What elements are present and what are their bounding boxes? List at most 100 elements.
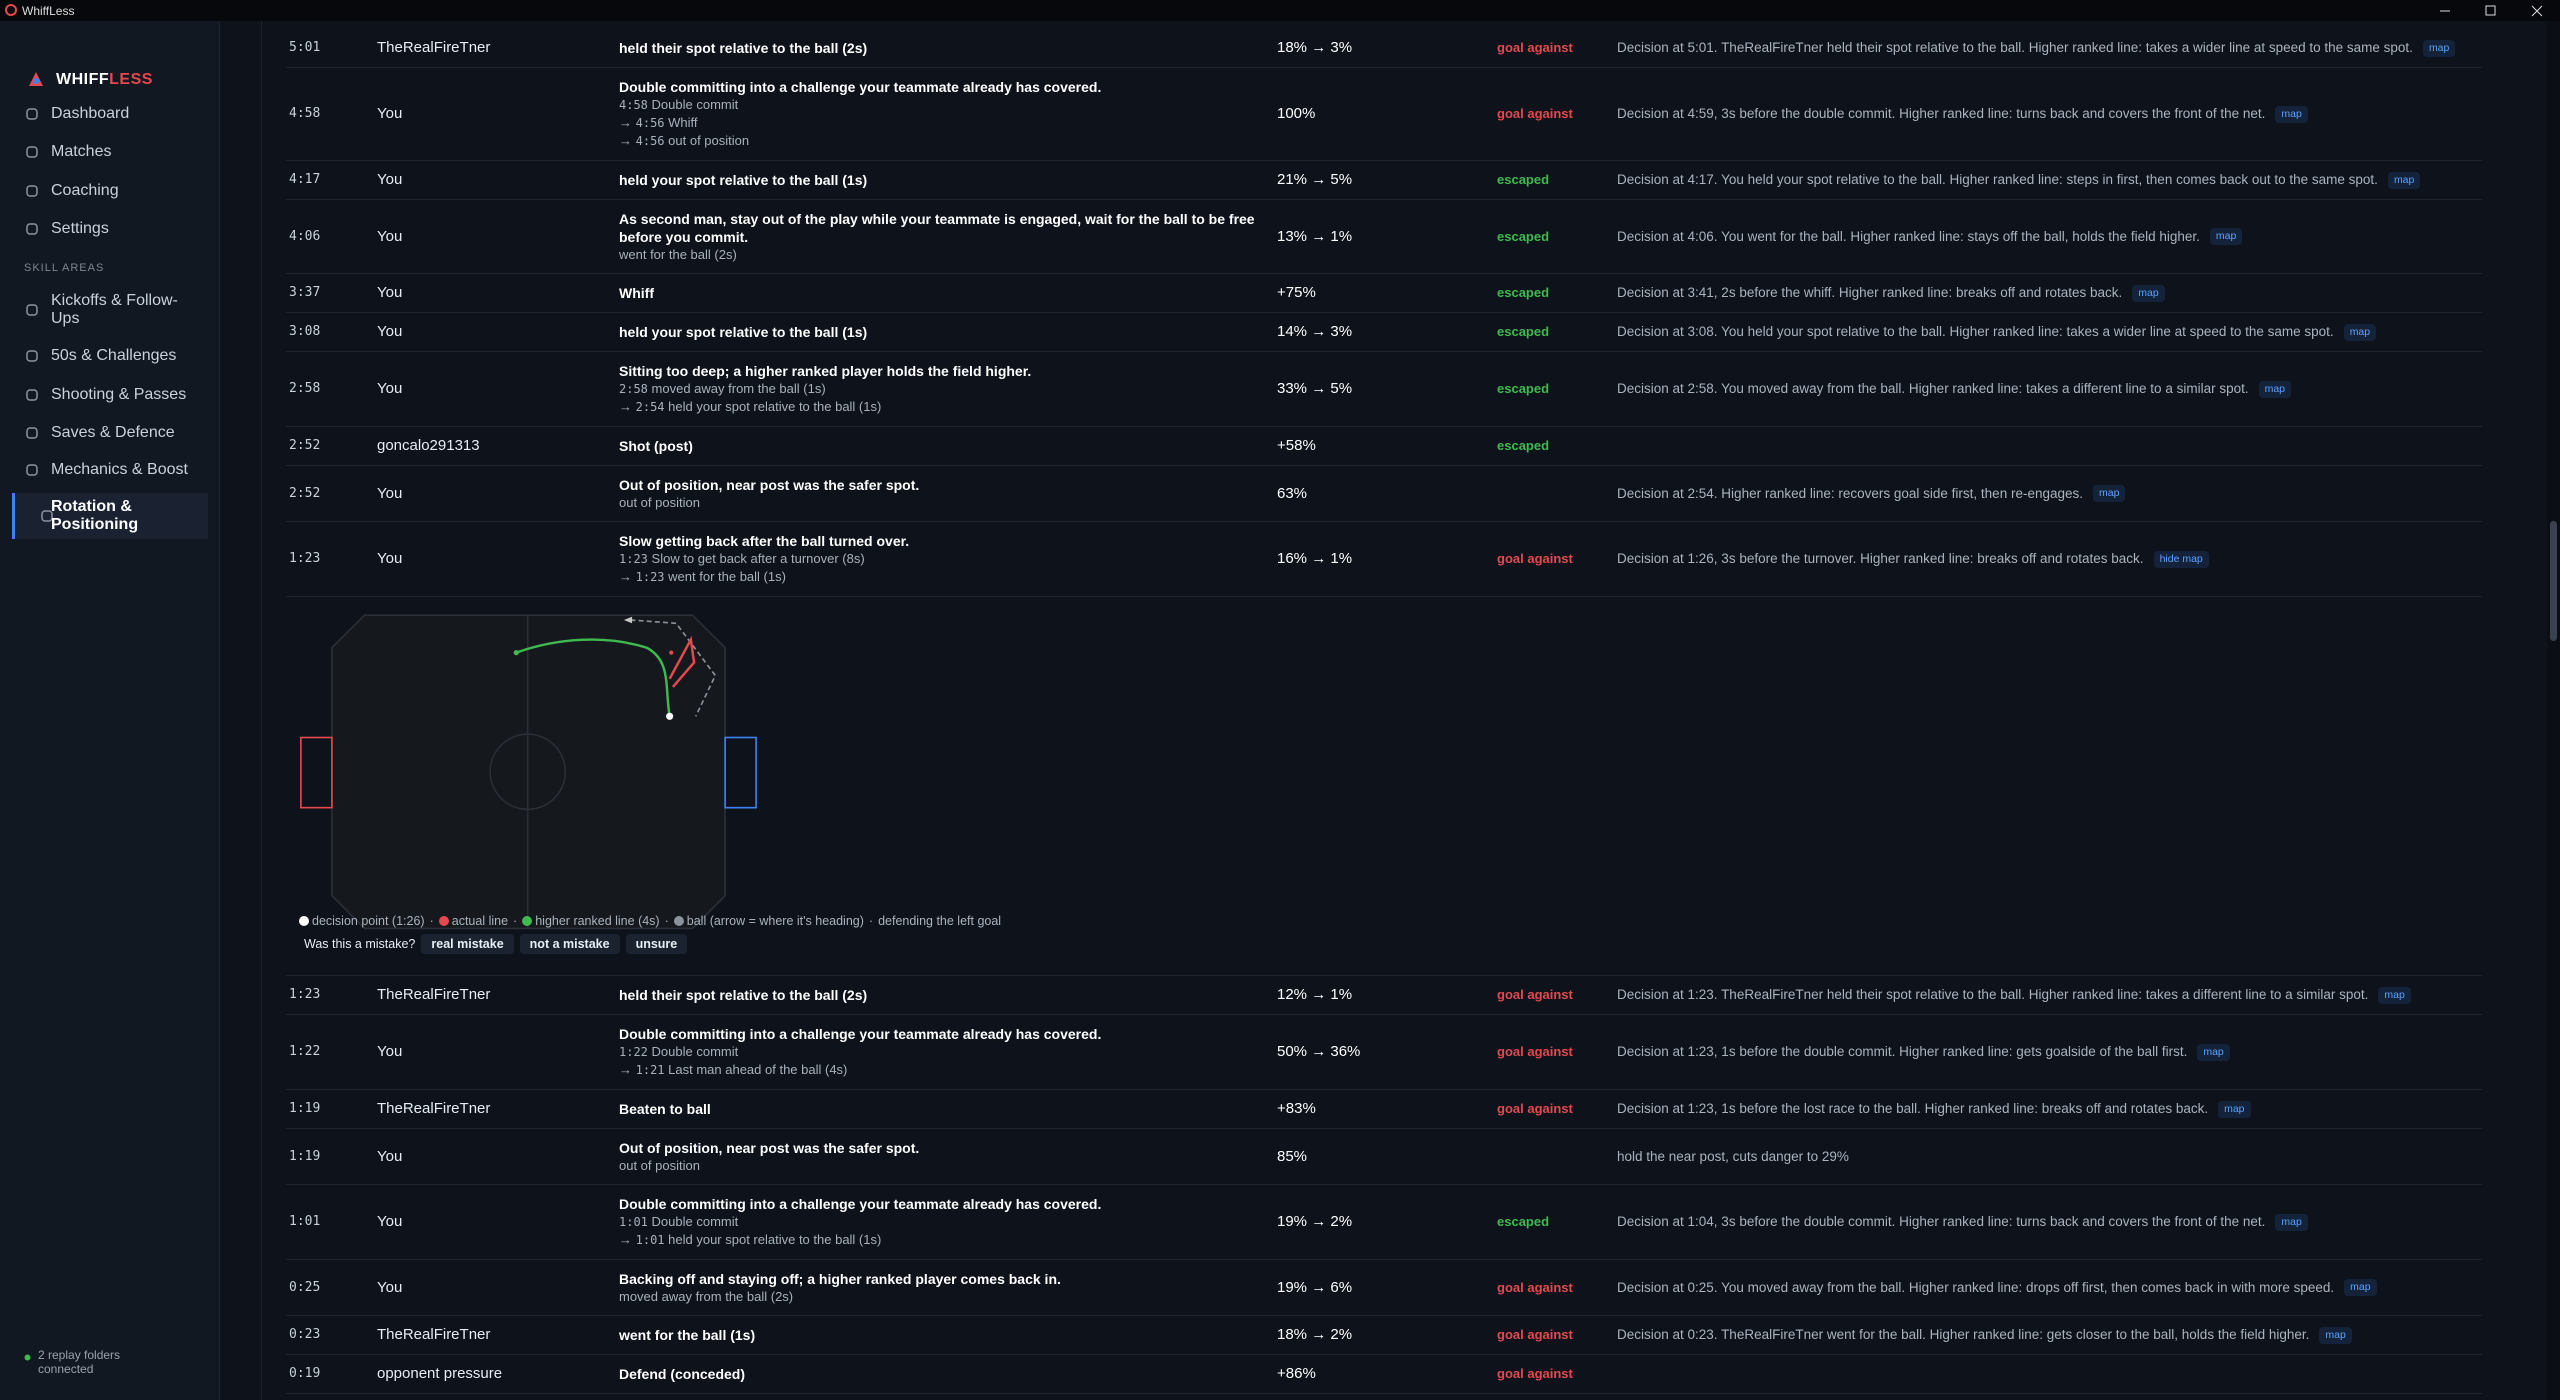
outcome: goal against [1497, 1101, 1573, 1116]
map-legend: decision point (1:26) · actual line · higher… [299, 914, 1001, 928]
brand-a: WHIFF [56, 71, 110, 88]
note: Decision at 1:23. TheRealFireTner held t… [1617, 986, 2482, 1004]
maximize[interactable] [2468, 0, 2514, 21]
decision-row: 1:23 TheRealFireTner held their spot relat… [286, 976, 2482, 1015]
outcome: escaped [1497, 1214, 1550, 1229]
nav-icon [26, 185, 38, 197]
outcome: escaped [1497, 438, 1550, 453]
map-button[interactable]: map [2275, 105, 2308, 123]
skill-item[interactable]: 50s & Challenges [0, 336, 220, 376]
nav-item[interactable]: Dashboard [0, 100, 220, 128]
player: You [377, 171, 403, 188]
player: TheRealFireTner [377, 39, 491, 56]
note: Decision at 5:01. TheRealFireTner held t… [1617, 39, 2482, 57]
nav-item[interactable]: Coaching [0, 177, 220, 205]
chance: 12% → 1% [1277, 986, 1353, 1003]
note-text: Decision at 0:23. TheRealFireTner went f… [1617, 1327, 2310, 1342]
skill-item[interactable]: Shooting & Passes [0, 375, 220, 415]
decision-table: 5:01 TheRealFireTner held their spot relat… [286, 29, 2482, 1400]
decision-row: 4:06 You As second man, stay out of the pl… [286, 200, 2482, 274]
separator: · [429, 914, 434, 928]
field-map [300, 614, 757, 930]
outcome: goal against [1497, 40, 1573, 55]
outcome: escaped [1497, 381, 1550, 396]
issue: Out of position, near post was the safer… [619, 1139, 1277, 1174]
issue-title: Double committing into a challenge your … [619, 79, 1102, 95]
note: Decision at 2:54. Higher ranked line: re… [1617, 485, 2482, 503]
legend-text: defending the left goal [878, 914, 1002, 928]
map-button[interactable]: map [2319, 1326, 2352, 1344]
detail-text: held your spot relative to the ball (1s) [668, 399, 882, 414]
issue: Sitting too deep; a higher ranked player… [619, 362, 1277, 416]
decision-row: 1:22 You Double committing into a challeng… [286, 1015, 2482, 1090]
legend-dot [522, 916, 533, 926]
map-button[interactable]: map [2344, 1279, 2377, 1297]
player: You [377, 1043, 403, 1060]
chance: 19% → 2% [1277, 1213, 1353, 1230]
map-button[interactable]: map [2387, 171, 2421, 189]
legend-item: actual line [438, 914, 508, 928]
map-button[interactable]: map [2209, 228, 2243, 246]
map-button[interactable]: hide map [2153, 550, 2209, 568]
nav-item[interactable]: Settings [0, 215, 220, 243]
nav-icon [26, 108, 38, 120]
player: You [377, 227, 403, 245]
nav-icon [26, 223, 38, 235]
note: Decision at 1:26, 3s before the turnover… [1617, 550, 2482, 568]
note-text: Decision at 4:06. You went for the ball.… [1617, 228, 2200, 244]
feedback-button[interactable]: not a mistake [519, 934, 620, 954]
map-button[interactable]: map [2218, 1100, 2251, 1118]
chance: 16% → 1% [1277, 550, 1353, 567]
map-button[interactable]: map [2093, 485, 2126, 503]
arrow: → [619, 133, 632, 148]
nav-item[interactable]: Matches [0, 138, 220, 166]
note-text: Decision at 3:08. You held your spot rel… [1617, 324, 2334, 339]
skill-item[interactable]: Mechanics & Boost [0, 450, 220, 490]
outcome: goal against [1497, 1327, 1573, 1342]
note-text: Decision at 3:41, 2s before the whiff. H… [1617, 285, 2123, 300]
time: 1:23 [289, 551, 321, 566]
note: Decision at 0:25. You moved away from th… [1617, 1279, 2482, 1297]
skill-item[interactable]: Rotation & Positioning [12, 493, 208, 539]
feedback-button[interactable]: real mistake [421, 934, 514, 954]
note-text: Decision at 1:23. TheRealFireTner held t… [1617, 987, 2369, 1002]
scrollbar[interactable] [2547, 21, 2560, 1400]
map-button[interactable]: map [2132, 284, 2165, 302]
main: 5:01 TheRealFireTner held their spot relat… [221, 21, 2547, 1400]
skill-item[interactable]: Saves & Defence [0, 413, 220, 453]
legend-dot [299, 916, 309, 926]
arrow: → [619, 115, 632, 130]
scroll-thumb[interactable] [2550, 521, 2557, 641]
detail-time: 1:23 [619, 552, 648, 566]
outcome: goal against [1497, 1044, 1573, 1059]
map-button[interactable]: map [2275, 1213, 2308, 1231]
feedback-button[interactable]: unsure [625, 934, 688, 954]
skill-item[interactable]: Kickoffs & Follow-Ups [0, 290, 220, 330]
player: TheRealFireTner [377, 1100, 491, 1117]
map-panel: decision point (1:26) · actual line · higher… [286, 597, 2482, 976]
nav-icon [41, 510, 53, 522]
nav-icon [26, 350, 38, 362]
minimize[interactable] [2422, 0, 2468, 21]
issue: Slow getting back after the ball turned … [619, 532, 1277, 586]
detail-time: 4:58 [619, 98, 648, 112]
detail: → 1:23 went for the ball (1s) [619, 568, 1277, 586]
time: 0:19 [289, 1366, 321, 1381]
map-button[interactable]: map [2258, 380, 2292, 398]
footer-status: 2 replay folders connected [38, 1348, 121, 1376]
issue-title: Out of position, near post was the safer… [619, 1140, 920, 1156]
close[interactable] [2514, 0, 2560, 21]
map-button[interactable]: map [2343, 323, 2377, 341]
issue: Double committing into a challenge your … [619, 78, 1277, 150]
skill-label: Shooting & Passes [51, 386, 187, 403]
map-button[interactable]: map [2378, 986, 2411, 1004]
map-button[interactable]: map [2197, 1043, 2230, 1061]
app-icon [5, 4, 17, 16]
player: You [377, 550, 403, 567]
detail: 1:22 Double commit [619, 1043, 1277, 1061]
map-button[interactable]: map [2422, 39, 2456, 57]
detail-time: 2:58 [619, 382, 648, 396]
detail-time: 1:21 [635, 1063, 665, 1077]
note: Decision at 3:08. You held your spot rel… [1617, 323, 2482, 341]
issue: Shot (post) [619, 437, 1277, 455]
